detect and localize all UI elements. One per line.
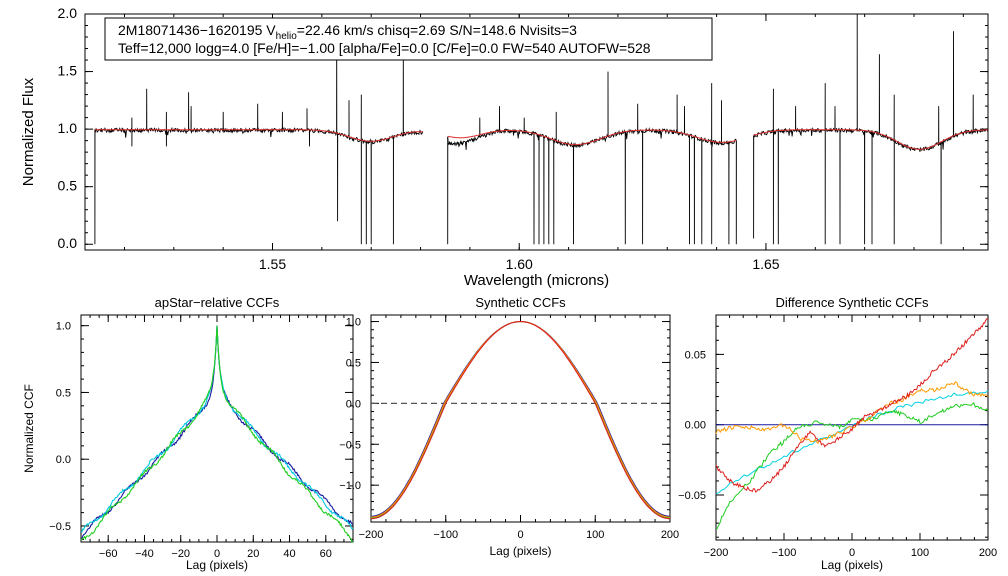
y-tick-label: 0.5 [58, 178, 78, 194]
y-tick-label: 1.0 [56, 321, 71, 333]
x-tick-label: −20 [171, 548, 190, 560]
x-tick-label: 0 [214, 548, 220, 560]
y-axis-label: Normalized CCF [22, 384, 36, 473]
y-tick-label: 1.0 [346, 317, 361, 329]
x-axis-label: Lag (pixels) [186, 558, 248, 572]
y-axis-label: Normalized Flux [20, 77, 37, 186]
data-layer [94, 14, 988, 245]
x-tick-label: −200 [359, 529, 384, 541]
y-tick-label: −0.05 [678, 490, 706, 502]
x-tick-label: −100 [772, 547, 797, 559]
x-axis-label: Lag (pixels) [489, 544, 551, 558]
apstar-ccf-panel: −60 −40 −20 0 20 40 60 −0.5 0.0 0.5 1.0 Lag (pixels… [22, 295, 354, 572]
x-tick-label: −200 [704, 547, 729, 559]
x-tick-label: 20 [247, 548, 259, 560]
y-tick-label: −1.0 [339, 480, 361, 492]
model-spectrum-line [753, 129, 988, 150]
y-tick-label: 1.5 [58, 63, 78, 79]
y-tick-label: −0.5 [49, 521, 71, 533]
y-tick-label: 0.00 [685, 420, 706, 432]
plot-frame [370, 314, 671, 523]
x-tick-label: 60 [320, 548, 332, 560]
annotation-line-1-suffix: =22.46 km/s chisq=2.69 S/N=148.6 Nvisits… [297, 22, 577, 38]
x-tick-label: 1.60 [506, 256, 533, 272]
annotation-line-2: Teff=12,000 logg=4.0 [Fe/H]=−1.00 [alpha… [118, 40, 651, 56]
y-tick-label: 0.0 [56, 454, 71, 466]
panel-title: apStar−relative CCFs [155, 295, 280, 310]
y-tick-label: 1.0 [58, 120, 78, 136]
model-spectrum-line [94, 129, 423, 142]
ccf-line-visit-3 [80, 325, 354, 543]
difference-ccf-visit-5 [715, 318, 989, 493]
x-tick-label: 200 [661, 529, 679, 541]
observed-spectrum-line [753, 14, 988, 245]
panel-title: Difference Synthetic CCFs [776, 295, 929, 310]
synthetic-ccf-visit-3 [370, 320, 671, 518]
annotation-box [104, 17, 713, 61]
synthetic-ccf-visit-4 [371, 320, 670, 520]
difference-ccf-visit-2 [715, 390, 989, 495]
x-tick-label: 1.65 [752, 256, 779, 272]
x-tick-label: 40 [283, 548, 295, 560]
x-tick-label: −40 [135, 548, 154, 560]
model-spectrum-line [447, 129, 737, 146]
panel-title: Synthetic CCFs [475, 295, 566, 310]
ccf-line-visit-1 [80, 325, 354, 541]
x-tick-label: 0 [517, 529, 523, 541]
y-tick-label: −0.5 [339, 439, 361, 451]
spectrum-panel: 1.55 1.60 1.65 0.0 0.5 1.0 1.5 2.0 Wavelength (m… [20, 5, 989, 289]
x-tick-label: −60 [99, 548, 118, 560]
x-tick-label: 100 [586, 529, 604, 541]
synthetic-ccf-visit-2 [371, 320, 670, 519]
x-axis-label: Lag (pixels) [821, 558, 883, 572]
x-tick-label: 1.55 [259, 256, 286, 272]
y-tick-label: 0.0 [346, 398, 361, 410]
y-tick-label: 2.0 [58, 5, 78, 21]
plot-frame [84, 13, 989, 251]
x-tick-label: 200 [979, 547, 997, 559]
annotation-line-1: 2M18071436−1620195 Vhelio=22.46 km/s chi… [118, 22, 577, 42]
x-tick-label: −100 [433, 529, 458, 541]
synthetic-ccf-panel: −200 −100 0 100 200 −1.0 −0.5 0.0 0.5 1.0 Lag (pix… [339, 295, 679, 558]
x-tick-label: 100 [911, 547, 929, 559]
y-tick-label: 0.5 [346, 357, 361, 369]
observed-spectrum-line [447, 71, 737, 245]
annotation-line-1-subscript: helio [276, 31, 298, 42]
y-tick-label: 0.05 [685, 349, 706, 361]
annotation-line-1-prefix: 2M18071436−1620195 V [118, 22, 276, 38]
x-tick-label: 0 [849, 547, 855, 559]
x-axis-label: Wavelength (microns) [464, 272, 609, 289]
y-tick-label: 0.0 [58, 235, 78, 251]
difference-ccf-panel: −200 −100 0 100 200 −0.05 0.00 0.05 Lag (pixels)… [678, 295, 997, 572]
y-tick-label: 0.5 [56, 387, 71, 399]
difference-ccf-visit-3 [715, 402, 989, 530]
difference-ccf-visit-4 [715, 381, 989, 445]
synthetic-ccf-visit-1 [370, 320, 671, 517]
plot-frame [80, 314, 354, 543]
